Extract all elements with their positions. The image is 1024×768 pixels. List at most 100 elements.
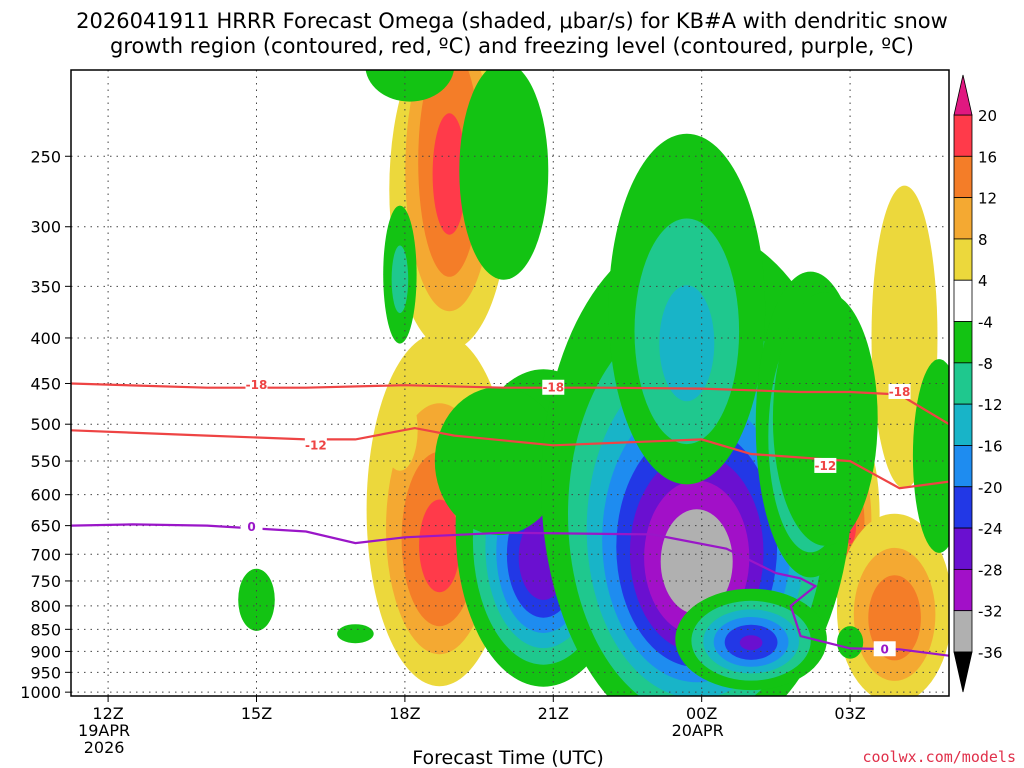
omega-contour-band <box>459 70 549 280</box>
omega-contour-band <box>868 575 921 661</box>
omega-contour-band <box>365 70 454 102</box>
contour-label-bg <box>888 383 911 399</box>
colorbar-swatch <box>953 610 973 653</box>
colorbar-label: 8 <box>978 231 988 249</box>
omega-feature <box>238 568 275 631</box>
contour-label-bg <box>542 379 565 395</box>
x-tick-sublabel: 19APR <box>78 721 130 740</box>
y-tick-label: 450 <box>30 374 61 393</box>
omega-feature <box>459 70 549 280</box>
colorbar-swatch <box>953 403 973 446</box>
y-tick-label: 700 <box>30 545 61 564</box>
credit-text: coolwx.com/models <box>862 748 1016 766</box>
omega-feature <box>434 387 563 535</box>
colorbar-label: -24 <box>978 520 1003 538</box>
omega-contour-band <box>659 285 715 402</box>
y-tick-label: 650 <box>30 517 61 536</box>
temperature-contours: -18 -18 -18 -12 -12 0 0 <box>71 377 949 657</box>
colorbar-top-arrow <box>953 74 973 116</box>
omega-feature <box>382 388 418 471</box>
omega-feature <box>675 588 827 691</box>
colorbar-label: -12 <box>978 396 1003 414</box>
y-tick-label: 600 <box>30 486 61 505</box>
colorbar-bottom-arrow <box>953 651 973 693</box>
x-tick-label: 15Z <box>241 704 272 723</box>
omega-contour-band <box>391 245 409 314</box>
x-tick-label: 18Z <box>389 704 420 723</box>
colorbar-label: -28 <box>978 561 1003 579</box>
omega-contour-band <box>772 292 878 546</box>
y-tick-label: 1000 <box>20 683 61 702</box>
y-tick-label: 750 <box>30 572 61 591</box>
omega-feature <box>836 513 949 696</box>
colorbar-swatch <box>953 568 973 612</box>
pressure-axis: 250 300 350 400 450 500 550 600 650 700 750 800 850 9… <box>20 147 71 702</box>
colorbar-label: -32 <box>978 603 1003 621</box>
omega-feature <box>337 624 374 644</box>
y-tick-label: 550 <box>30 452 61 471</box>
colorbar-swatch <box>953 445 973 488</box>
colorbar-swatch <box>953 527 973 570</box>
omega-contour-band <box>434 387 563 535</box>
y-tick-label: 950 <box>30 663 61 682</box>
colorbar-label: 12 <box>978 190 997 208</box>
colorbar-swatch <box>953 197 973 240</box>
contour-label-bg <box>240 518 263 534</box>
omega-contour-band <box>337 624 374 644</box>
x-tick-label: 12Z <box>92 704 123 723</box>
x-tick-label: 03Z <box>834 704 865 723</box>
omega-feature <box>383 205 417 344</box>
colorbar-label: -16 <box>978 437 1003 455</box>
colorbar-swatch <box>953 362 973 405</box>
colorbar-label: -20 <box>978 479 1003 497</box>
contour-label: 0 <box>247 520 255 534</box>
omega-contour-band <box>382 388 418 471</box>
omega-contour-band <box>739 635 763 651</box>
colorbar-swatch <box>953 321 973 364</box>
omega-feature <box>365 70 454 102</box>
contour-line <box>71 523 949 657</box>
contour-label: -12 <box>305 438 327 452</box>
omega-shaded-field <box>238 70 949 696</box>
colorbar-swatch <box>953 114 973 157</box>
chart-title-line1: 2026041911 HRRR Forecast Omega (shaded, … <box>76 9 948 33</box>
y-tick-label: 900 <box>30 642 61 661</box>
contour-label-bg <box>873 641 896 657</box>
colorbar-swatch <box>953 486 973 529</box>
y-tick-label: 800 <box>30 597 61 616</box>
y-tick-label: 350 <box>30 277 61 296</box>
omega-contour-band <box>660 509 733 614</box>
x-tick-label: 21Z <box>538 704 569 723</box>
contour-label-bg <box>245 377 268 393</box>
omega-contour-band <box>238 568 275 631</box>
colorbar-label: -8 <box>978 355 993 373</box>
x-tick-label: 00Z <box>686 704 717 723</box>
y-tick-label: 400 <box>30 329 61 348</box>
contour-label: 0 <box>881 642 889 656</box>
chart-title-line2: growth region (contoured, red, ºC) and f… <box>110 34 914 58</box>
colorbar-label: 16 <box>978 148 997 166</box>
colorbar-label: 20 <box>978 107 997 125</box>
contour-label: -18 <box>246 378 268 392</box>
colorbar-swatch <box>953 238 973 281</box>
contour-label-bg <box>304 437 327 453</box>
y-tick-label: 250 <box>30 147 61 166</box>
contour-label: -18 <box>542 381 564 395</box>
y-tick-label: 300 <box>30 218 61 237</box>
contour-label-bg <box>814 457 837 473</box>
colorbar-label: -4 <box>978 314 993 332</box>
colorbar-swatch <box>953 279 973 322</box>
colorbar-label: -36 <box>978 644 1003 662</box>
x-tick-sublabel: 20APR <box>672 721 724 740</box>
colorbar-legend: 20 16 12 8 4 -4 -8 -12 -16 -20 -24 -28 -32 -36 <box>953 74 1003 693</box>
omega-feature <box>608 133 766 485</box>
contour-label: -18 <box>889 385 911 399</box>
y-tick-label: 850 <box>30 620 61 639</box>
contour-line <box>71 382 949 426</box>
omega-contour-band <box>419 499 460 593</box>
omega-contour-band <box>432 113 467 235</box>
contour-label: -12 <box>814 459 836 473</box>
x-axis-title: Forecast Time (UTC) <box>412 747 603 768</box>
